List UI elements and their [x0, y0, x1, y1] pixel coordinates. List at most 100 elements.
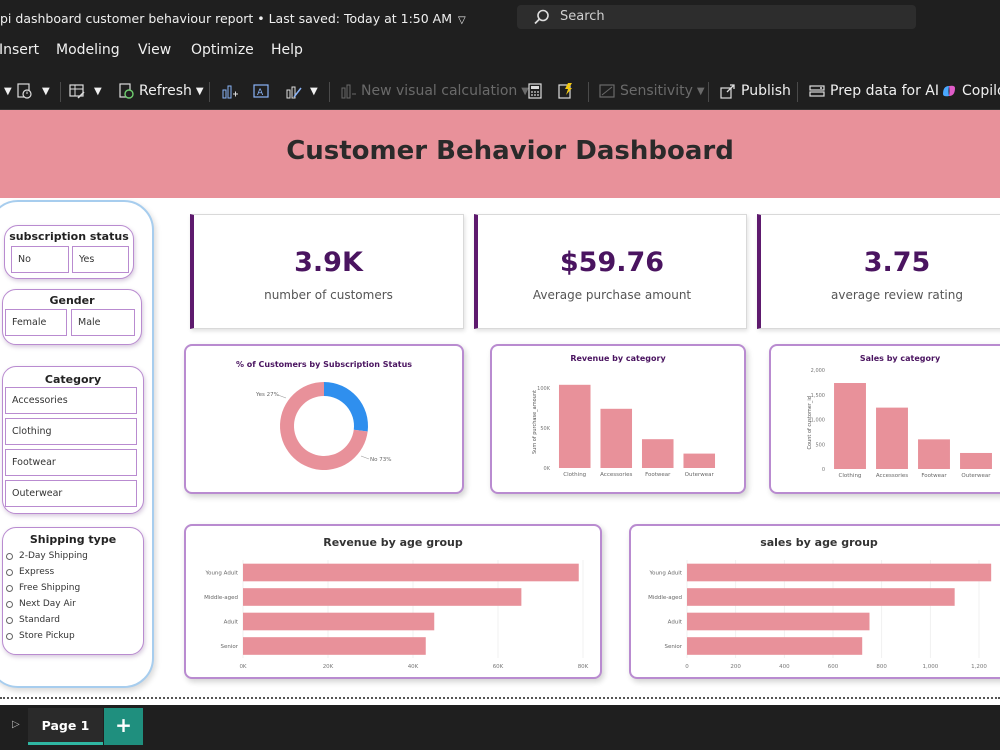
- report-canvas: Customer Behavior Dashboard subscription…: [0, 110, 1000, 705]
- kpi-number-of-customers[interactable]: 3.9K number of customers: [190, 214, 464, 329]
- slicer-shipping-type: Shipping type 2-Day Shipping Express Fre…: [2, 527, 144, 655]
- text-box-button[interactable]: A: [252, 80, 274, 102]
- publish-icon: [720, 84, 735, 99]
- y-tick-label: Middle-aged: [204, 595, 238, 601]
- kpi-average-review-rating[interactable]: 3.75 average review rating: [757, 214, 1000, 329]
- chart-sales-by-category[interactable]: Sales by category 0 500 1,000 1,500 2,000 Cou…: [769, 344, 1000, 494]
- bar-outerwear: [683, 453, 716, 468]
- x-tick-label: 1,200: [971, 664, 987, 670]
- slicer-option-no[interactable]: No: [11, 246, 69, 273]
- chevron-down-icon: ▼: [310, 85, 318, 97]
- slicer-option-outerwear[interactable]: Outerwear: [5, 480, 137, 507]
- chevron-down-icon: ▼: [195, 85, 204, 97]
- quick-measure-button[interactable]: [556, 80, 578, 102]
- table-edit-icon: [69, 84, 85, 99]
- bar-middle-aged: [687, 588, 955, 606]
- menu-view[interactable]: View: [138, 42, 172, 58]
- search-icon: [534, 9, 549, 25]
- refresh-button[interactable]: Refresh ▼: [117, 80, 204, 102]
- new-visual-calculation-button[interactable]: New visual calculation ▼: [339, 80, 529, 102]
- bar-footwear: [641, 439, 674, 468]
- y-tick-label: Senior: [220, 644, 238, 650]
- visual-edit-icon: [286, 86, 302, 99]
- y-tick-label: Young Adult: [648, 570, 682, 576]
- slicer-option-accessories[interactable]: Accessories: [5, 387, 137, 414]
- y-axis-label: Sum of purchase_amount: [532, 390, 538, 454]
- copilot-button[interactable]: Copilot: [940, 80, 1000, 102]
- new-visual-button[interactable]: [220, 80, 242, 102]
- bar-outerwear: [960, 452, 992, 469]
- slicer-option-yes[interactable]: Yes: [72, 246, 129, 273]
- y-tick-label: 0K: [544, 466, 551, 472]
- transform-data-button[interactable]: ▼: [68, 80, 102, 102]
- publish-button[interactable]: Publish: [719, 80, 791, 102]
- x-tick-label: 200: [730, 664, 741, 670]
- x-tick-label: 400: [779, 664, 790, 670]
- chart-revenue-by-age-group[interactable]: Revenue by age group 0K 20K 40K 60K 80K Young…: [184, 524, 602, 679]
- schedule-refresh-button[interactable]: ▼: [16, 80, 50, 102]
- menu-help[interactable]: Help: [271, 42, 303, 58]
- radio-option[interactable]: Free Shipping: [6, 583, 80, 593]
- menu-optimize[interactable]: Optimize: [191, 42, 254, 58]
- report-title: Customer Behavior Dashboard: [286, 136, 734, 166]
- slicer-title: Category: [44, 373, 102, 386]
- y-tick-label: Young Adult: [204, 570, 238, 576]
- y-tick-label: 50K: [540, 426, 550, 432]
- slicer-option-footwear[interactable]: Footwear: [5, 449, 137, 476]
- slicer-option-male[interactable]: Male: [71, 309, 135, 336]
- kpi-average-purchase-amount[interactable]: $59.76 Average purchase amount: [474, 214, 747, 329]
- bar-accessories: [876, 407, 908, 469]
- chart-sales-by-age-group[interactable]: sales by age group 0 200 400 600 800 1,000 1,2…: [629, 524, 1000, 679]
- quick-measure-icon: [558, 83, 572, 99]
- menu-modeling[interactable]: Modeling: [56, 42, 120, 58]
- clock-icon: [17, 83, 32, 99]
- ribbon-dropdown-left[interactable]: ▼: [0, 80, 12, 102]
- chevron-down-icon: ▼: [696, 85, 705, 97]
- chevron-left-icon[interactable]: ▷: [12, 719, 20, 730]
- document-title[interactable]: pi dashboard customer behaviour report •…: [0, 11, 466, 26]
- slicer-panel: subscription status No Yes Gender Female…: [0, 200, 154, 688]
- radio-option[interactable]: Express: [6, 567, 54, 577]
- copilot-label: Copilot: [962, 83, 1000, 99]
- x-tick-label: Accessories: [600, 472, 632, 478]
- refresh-label: Refresh: [139, 83, 192, 99]
- x-tick-label: Clothing: [839, 473, 862, 479]
- radio-option[interactable]: Next Day Air: [6, 599, 76, 609]
- radio-option[interactable]: Standard: [6, 615, 60, 625]
- radio-label: Next Day Air: [19, 599, 76, 609]
- kpi-value: 3.9K: [294, 247, 363, 278]
- radio-option[interactable]: 2-Day Shipping: [6, 551, 88, 561]
- chevron-down-icon[interactable]: ▽: [458, 15, 466, 26]
- ribbon-separator: [797, 82, 798, 102]
- radio-option[interactable]: Store Pickup: [6, 631, 75, 641]
- kpi-label: number of customers: [264, 288, 393, 302]
- radio-circle-icon: [6, 568, 13, 576]
- revenue-by-age-svg: 0K 20K 40K 60K 80K Young Adult Middle-aged Adul…: [204, 560, 589, 670]
- y-tick-label: Middle-aged: [648, 595, 682, 601]
- sensitivity-button[interactable]: Sensitivity ▼: [598, 80, 705, 102]
- menu-bar: Insert Modeling View Optimize Help: [0, 38, 1000, 70]
- chart-subscription-donut[interactable]: % of Customers by Subscription Status Ye…: [184, 344, 464, 494]
- x-tick-label: 0: [685, 664, 689, 670]
- ribbon-separator: [60, 82, 61, 102]
- y-tick-label: Adult: [224, 619, 239, 625]
- more-visuals-button[interactable]: ▼: [284, 80, 318, 102]
- tab-page-1[interactable]: Page 1: [28, 708, 103, 745]
- add-page-button[interactable]: +: [104, 708, 143, 745]
- prep-data-for-ai-button[interactable]: Prep data for AI: [808, 80, 939, 102]
- slicer-option-female[interactable]: Female: [5, 309, 67, 336]
- donut-svg: Yes 27% No 73%: [255, 382, 391, 470]
- slicer-subscription-status: subscription status No Yes: [4, 225, 134, 279]
- chart-title: Revenue by age group: [323, 536, 463, 549]
- chart-revenue-by-category[interactable]: Revenue by category 0K 50K 100K Sum of purc…: [490, 344, 746, 494]
- bar-clothing: [834, 383, 866, 469]
- new-measure-button[interactable]: [526, 80, 548, 102]
- radio-circle-icon: [6, 616, 13, 624]
- search-box[interactable]: Search: [517, 5, 916, 29]
- slicer-title: subscription status: [9, 230, 129, 243]
- chart-title: % of Customers by Subscription Status: [235, 360, 413, 369]
- menu-insert[interactable]: Insert: [0, 42, 40, 58]
- radio-circle-icon: [6, 600, 13, 608]
- slicer-option-clothing[interactable]: Clothing: [5, 418, 137, 445]
- slicer-title: Shipping type: [29, 533, 117, 546]
